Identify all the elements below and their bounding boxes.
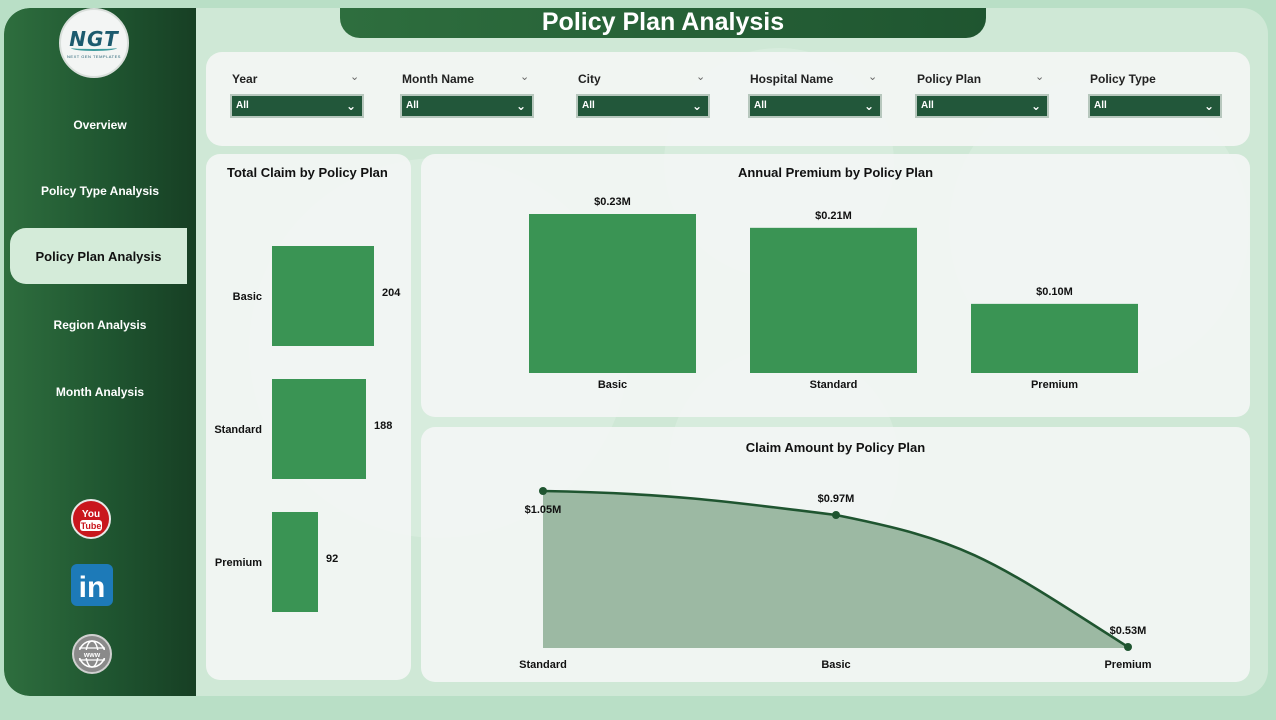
filter-bar: Year ⌄ All ⌄ Month Name ⌄ All ⌄ City ⌄ All…: [206, 52, 1250, 146]
filter-label: Policy Plan: [917, 72, 982, 86]
chevron-down-icon[interactable]: ⌄: [696, 71, 706, 83]
total-claim-panel: Total Claim by Policy Plan Basic 204 Stand…: [206, 154, 411, 680]
sidebar: NGT NEXT GEN TEMPLATES Overview Policy T…: [4, 8, 196, 696]
claim-amount-chart: $1.05M Standard $0.97M Basic $0.53M Premium: [519, 487, 1152, 671]
area-fill: [543, 491, 1128, 648]
logo-swoosh: [71, 45, 117, 51]
globe-icon[interactable]: www: [72, 634, 112, 674]
nav-label: Policy Type Analysis: [40, 184, 160, 198]
data-label: 92: [326, 553, 338, 565]
nav-label: Policy Plan Analysis: [35, 248, 162, 264]
data-label: 188: [374, 420, 392, 432]
select-value: All: [754, 100, 767, 111]
claim-amount-panel: Claim Amount by Policy Plan $1.05M Standa…: [421, 427, 1250, 682]
chevron-down-icon: ⌄: [345, 99, 356, 113]
category-label: Standard: [519, 659, 567, 671]
filter-label: City: [578, 72, 601, 86]
chevron-down-icon: ⌄: [863, 99, 874, 113]
data-label: $0.21M: [815, 210, 852, 222]
category-label: Standard: [810, 379, 858, 391]
total-claim-chart: Basic 204 Standard 188 Premium 92: [214, 246, 401, 612]
data-point: [832, 511, 840, 519]
svg-text:Tube: Tube: [81, 521, 102, 531]
nav-item-overview[interactable]: Overview: [4, 105, 196, 145]
nav-item-policy-type-analysis[interactable]: Policy Type Analysis: [4, 171, 196, 211]
svg-text:You: You: [82, 509, 100, 520]
select-value: All: [582, 100, 595, 111]
chevron-down-icon[interactable]: ⌄: [350, 71, 360, 83]
select-value: All: [1094, 100, 1107, 111]
svg-text:www: www: [83, 652, 101, 659]
dashboard: NGT NEXT GEN TEMPLATES Overview Policy T…: [4, 8, 1268, 696]
filter-city: City ⌄ All ⌄: [576, 66, 710, 126]
data-point: [539, 487, 547, 495]
filter-hospital-name: Hospital Name ⌄ All ⌄: [748, 66, 882, 126]
chevron-down-icon: ⌄: [1030, 99, 1041, 113]
nav-item-region-analysis[interactable]: Region Analysis: [4, 305, 196, 345]
chart-title: Total Claim by Policy Plan: [227, 165, 388, 180]
linkedin-icon[interactable]: in: [71, 564, 113, 606]
svg-text:in: in: [79, 571, 106, 604]
annual-premium-panel: Annual Premium by Policy Plan $0.23M Basi…: [421, 154, 1250, 417]
filter-year: Year ⌄ All ⌄: [230, 66, 364, 126]
policy-plan-select[interactable]: All ⌄: [915, 94, 1049, 118]
bar: [272, 512, 318, 612]
category-label: Premium: [215, 557, 262, 569]
filter-month-name: Month Name ⌄ All ⌄: [400, 66, 534, 126]
year-select[interactable]: All ⌄: [230, 94, 364, 118]
filter-label: Hospital Name: [750, 72, 834, 86]
filter-policy-type: Policy Type All ⌄: [1088, 66, 1222, 126]
category-label: Standard: [214, 424, 262, 436]
chevron-down-icon: ⌄: [691, 99, 702, 113]
chart-title: Annual Premium by Policy Plan: [737, 165, 934, 180]
bar: [971, 303, 1138, 373]
data-label: 204: [382, 287, 401, 299]
bar: [272, 379, 366, 479]
chevron-down-icon: ⌄: [515, 99, 526, 113]
logo-subtitle: NEXT GEN TEMPLATES: [67, 54, 121, 59]
filter-label: Year: [232, 72, 258, 86]
nav-label: Month Analysis: [55, 385, 145, 399]
bar: [272, 246, 374, 346]
chevron-down-icon[interactable]: ⌄: [868, 71, 878, 83]
nav-label: Region Analysis: [53, 318, 147, 332]
data-label: $0.10M: [1036, 286, 1073, 298]
filter-policy-plan: Policy Plan ⌄ All ⌄: [915, 66, 1049, 126]
page-title-bar: Policy Plan Analysis: [340, 8, 986, 38]
data-point: [1124, 643, 1132, 651]
data-label: $1.05M: [525, 504, 562, 516]
chevron-down-icon[interactable]: ⌄: [520, 71, 530, 83]
chart-title: Claim Amount by Policy Plan: [745, 440, 926, 455]
category-label: Premium: [1104, 659, 1151, 671]
youtube-icon[interactable]: You Tube: [71, 499, 111, 539]
filter-label: Month Name: [402, 72, 474, 86]
category-label: Basic: [233, 291, 262, 303]
nav-label: Overview: [73, 118, 127, 132]
month-name-select[interactable]: All ⌄: [400, 94, 534, 118]
nav-item-month-analysis[interactable]: Month Analysis: [4, 372, 196, 412]
select-value: All: [921, 100, 934, 111]
page-title: Policy Plan Analysis: [541, 8, 785, 36]
bar: [529, 214, 696, 373]
select-value: All: [236, 100, 249, 111]
bar: [750, 227, 917, 373]
data-label: $0.53M: [1110, 625, 1147, 637]
chevron-down-icon[interactable]: ⌄: [1035, 71, 1045, 83]
category-label: Basic: [821, 659, 850, 671]
annual-premium-chart: $0.23M Basic $0.21M Standard $0.10M Premium: [529, 196, 1138, 391]
policy-type-select[interactable]: All ⌄: [1088, 94, 1222, 118]
data-label: $0.97M: [818, 493, 855, 505]
category-label: Premium: [1031, 379, 1078, 391]
category-label: Basic: [598, 379, 627, 391]
select-value: All: [406, 100, 419, 111]
hospital-name-select[interactable]: All ⌄: [748, 94, 882, 118]
nav-item-policy-plan-analysis[interactable]: Policy Plan Analysis: [10, 228, 187, 284]
chevron-down-icon: ⌄: [1203, 99, 1214, 113]
logo: NGT NEXT GEN TEMPLATES: [59, 8, 129, 78]
filter-label: Policy Type: [1090, 72, 1156, 86]
city-select[interactable]: All ⌄: [576, 94, 710, 118]
data-label: $0.23M: [594, 196, 631, 208]
